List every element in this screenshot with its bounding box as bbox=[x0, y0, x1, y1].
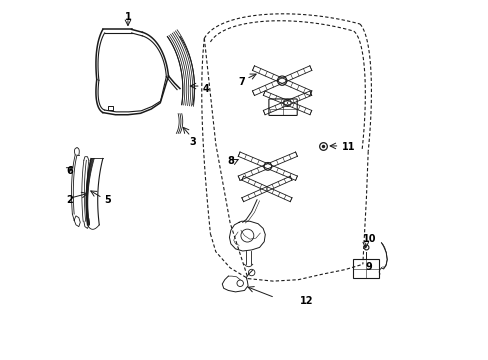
Text: 4: 4 bbox=[202, 84, 208, 94]
Text: 9: 9 bbox=[365, 262, 372, 272]
Text: 12: 12 bbox=[300, 296, 313, 306]
Bar bbox=[352, 259, 378, 278]
Text: 2: 2 bbox=[66, 195, 73, 205]
Text: 10: 10 bbox=[362, 234, 375, 244]
Text: 11: 11 bbox=[341, 142, 355, 152]
Text: 5: 5 bbox=[104, 195, 110, 205]
Text: 8: 8 bbox=[227, 156, 234, 166]
Text: 7: 7 bbox=[238, 77, 244, 87]
Text: 3: 3 bbox=[188, 138, 195, 147]
Text: 1: 1 bbox=[124, 12, 131, 22]
Text: 6: 6 bbox=[66, 166, 73, 176]
